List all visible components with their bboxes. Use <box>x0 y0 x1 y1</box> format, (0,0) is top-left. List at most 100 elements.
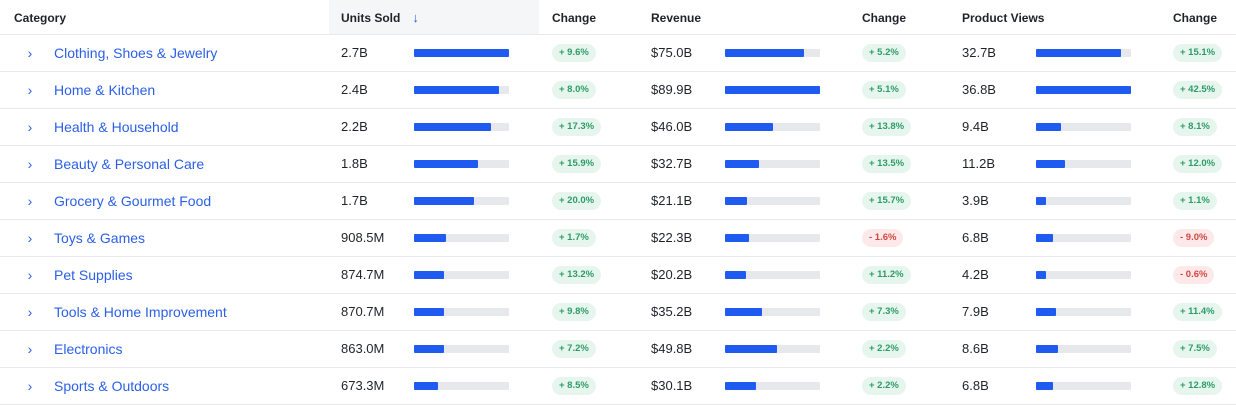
revenue-value: $89.9B <box>651 82 693 97</box>
views-change-badge: + 12.8% <box>1173 377 1223 395</box>
category-link[interactable]: Grocery & Gourmet Food <box>54 193 212 209</box>
category-link[interactable]: Pet Supplies <box>54 267 133 283</box>
units-change-badge: + 8.5% <box>552 377 596 395</box>
category-link[interactable]: Health & Household <box>54 119 179 135</box>
column-header-category[interactable]: Category <box>14 11 67 25</box>
product-views-bar <box>1036 197 1131 205</box>
chevron-right-icon[interactable]: › <box>27 193 33 209</box>
product-views-value: 8.6B <box>962 341 989 356</box>
units-sold-bar <box>414 49 509 57</box>
chevron-right-icon[interactable]: › <box>27 378 33 394</box>
revenue-bar <box>725 234 820 242</box>
product-views-value: 6.8B <box>962 378 989 393</box>
units-sold-bar-fill <box>414 160 478 168</box>
column-header-units-sold[interactable]: Units Sold ↓ <box>329 0 539 34</box>
units-sold-bar-fill <box>414 308 445 316</box>
chevron-right-icon[interactable]: › <box>27 156 33 172</box>
product-views-bar <box>1036 234 1131 242</box>
views-change-badge: - 9.0% <box>1173 229 1215 247</box>
category-link[interactable]: Tools & Home Improvement <box>54 304 227 320</box>
chevron-right-icon[interactable]: › <box>27 230 33 246</box>
category-link[interactable]: Electronics <box>54 341 123 357</box>
table-row[interactable]: › Sports & Outdoors 673.3M + 8.5% $30.1B… <box>0 368 1236 405</box>
revenue-change-badge: - 1.6% <box>862 229 904 247</box>
units-sold-bar-fill <box>414 382 438 390</box>
chevron-right-icon[interactable]: › <box>27 82 33 98</box>
product-views-bar-fill <box>1036 160 1065 168</box>
views-change-badge: + 15.1% <box>1173 44 1223 62</box>
chevron-right-icon[interactable]: › <box>27 267 33 283</box>
column-header-product-views[interactable]: Product Views <box>962 11 1045 25</box>
table-row[interactable]: › Pet Supplies 874.7M + 13.2% $20.2B + 1… <box>0 257 1236 294</box>
product-views-bar <box>1036 160 1131 168</box>
units-sold-bar-fill <box>414 49 509 57</box>
product-views-bar-fill <box>1036 271 1047 279</box>
units-sold-bar-fill <box>414 234 447 242</box>
views-change-badge: + 1.1% <box>1173 192 1217 210</box>
table-row[interactable]: › Home & Kitchen 2.4B + 8.0% $89.9B + 5.… <box>0 72 1236 109</box>
revenue-change-badge: + 5.1% <box>862 81 906 99</box>
product-views-bar-fill <box>1036 345 1058 353</box>
chevron-right-icon[interactable]: › <box>27 45 33 61</box>
revenue-bar-fill <box>725 160 760 168</box>
product-views-bar-fill <box>1036 308 1056 316</box>
product-views-bar-fill <box>1036 86 1131 94</box>
units-sold-bar-fill <box>414 197 474 205</box>
units-sold-bar <box>414 345 509 353</box>
revenue-change-badge: + 15.7% <box>862 192 912 210</box>
product-views-value: 32.7B <box>962 45 996 60</box>
revenue-change-badge: + 2.2% <box>862 340 906 358</box>
chevron-right-icon[interactable]: › <box>27 304 33 320</box>
revenue-change-badge: + 11.2% <box>862 266 911 284</box>
chevron-right-icon[interactable]: › <box>27 341 33 357</box>
units-sold-bar-fill <box>414 86 499 94</box>
product-views-bar <box>1036 308 1131 316</box>
column-header-revenue-change[interactable]: Change <box>862 11 907 25</box>
units-change-badge: + 8.0% <box>552 81 596 99</box>
views-change-badge: - 0.6% <box>1173 266 1215 284</box>
table-row[interactable]: › Tools & Home Improvement 870.7M + 9.8%… <box>0 294 1236 331</box>
revenue-bar <box>725 271 820 279</box>
revenue-bar-fill <box>725 308 763 316</box>
table-row[interactable]: › Health & Household 2.2B + 17.3% $46.0B… <box>0 109 1236 146</box>
category-link[interactable]: Sports & Outdoors <box>54 378 170 394</box>
revenue-bar <box>725 382 820 390</box>
revenue-value: $20.2B <box>651 267 693 282</box>
product-views-bar-fill <box>1036 197 1047 205</box>
units-change-badge: + 13.2% <box>552 266 602 284</box>
category-link[interactable]: Clothing, Shoes & Jewelry <box>54 45 218 61</box>
table-row[interactable]: › Electronics 863.0M + 7.2% $49.8B + 2.2… <box>0 331 1236 368</box>
revenue-bar-fill <box>725 234 749 242</box>
chevron-right-icon[interactable]: › <box>27 119 33 135</box>
table-row[interactable]: › Grocery & Gourmet Food 1.7B + 20.0% $2… <box>0 183 1236 220</box>
units-change-badge: + 17.3% <box>552 118 602 136</box>
revenue-bar <box>725 197 820 205</box>
units-sold-bar <box>414 160 509 168</box>
product-views-value: 3.9B <box>962 193 989 208</box>
units-sold-bar-fill <box>414 271 445 279</box>
column-header-views-change[interactable]: Change <box>1173 11 1218 25</box>
units-sold-bar <box>414 123 509 131</box>
revenue-bar <box>725 86 820 94</box>
revenue-bar-fill <box>725 49 804 57</box>
revenue-bar-fill <box>725 382 757 390</box>
table-row[interactable]: › Beauty & Personal Care 1.8B + 15.9% $3… <box>0 146 1236 183</box>
category-table: Category Units Sold ↓ Change Revenue Chan… <box>0 0 1236 405</box>
category-link[interactable]: Home & Kitchen <box>54 82 156 98</box>
units-sold-bar <box>414 86 509 94</box>
units-sold-value: 2.7B <box>341 45 368 60</box>
column-header-units-change[interactable]: Change <box>552 11 597 25</box>
units-sold-bar <box>414 234 509 242</box>
revenue-change-badge: + 13.5% <box>862 155 912 173</box>
column-header-revenue[interactable]: Revenue <box>651 11 702 25</box>
revenue-bar <box>725 308 820 316</box>
units-sold-value: 2.4B <box>341 82 368 97</box>
table-row[interactable]: › Toys & Games 908.5M + 1.7% $22.3B - 1.… <box>0 220 1236 257</box>
units-sold-bar-fill <box>414 123 491 131</box>
views-change-badge: + 8.1% <box>1173 118 1217 136</box>
category-link[interactable]: Toys & Games <box>54 230 146 246</box>
table-row[interactable]: › Clothing, Shoes & Jewelry 2.7B + 9.6% … <box>0 35 1236 72</box>
units-change-badge: + 9.6% <box>552 44 596 62</box>
arrow-down-icon: ↓ <box>412 10 419 25</box>
category-link[interactable]: Beauty & Personal Care <box>54 156 205 172</box>
